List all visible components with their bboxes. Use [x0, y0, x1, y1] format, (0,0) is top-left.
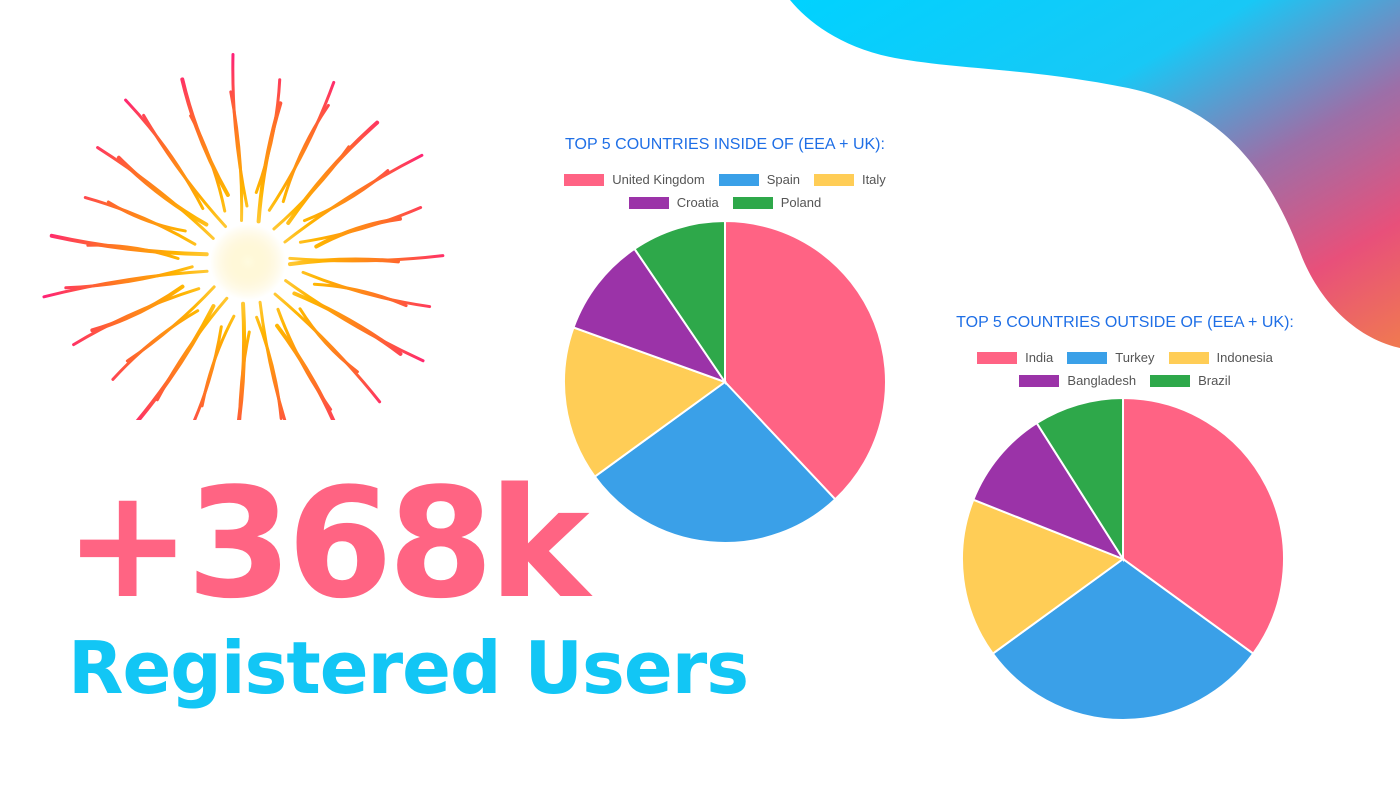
firework-ray	[49, 233, 209, 257]
legend-label: Spain	[766, 172, 800, 187]
firework-ray	[64, 265, 194, 290]
legend-item[interactable]: Spain	[718, 172, 800, 187]
legend-swatch	[1168, 351, 1209, 364]
legend-row-1: India Turkey Indonesia	[880, 350, 1370, 365]
firework-ray	[258, 300, 287, 420]
legend-label: Bangladesh	[1067, 373, 1137, 388]
pie-slice-brazil[interactable]	[1035, 396, 1124, 563]
pie-slice-spain[interactable]	[593, 380, 837, 544]
firework-ray	[72, 287, 201, 347]
pie-chart	[563, 219, 887, 544]
firework-ray	[254, 78, 282, 194]
firework-ray	[83, 196, 197, 246]
firework-icon	[42, 53, 445, 420]
legend-label: Indonesia	[1216, 350, 1273, 365]
registered-users-count: +368k	[64, 455, 590, 632]
pie-slice-italy[interactable]	[563, 326, 728, 479]
pie-slice-croatia[interactable]	[572, 247, 728, 384]
firework-ray	[180, 77, 230, 197]
legend-label: Turkey	[1115, 350, 1155, 365]
firework-ray	[302, 169, 390, 223]
firework-ray	[312, 282, 408, 308]
legend-item[interactable]: Indonesia	[1168, 350, 1273, 365]
legend-swatch	[564, 173, 605, 186]
pie-slice-poland[interactable]	[633, 219, 726, 386]
firework-ray	[314, 216, 402, 249]
firework-ray	[192, 325, 223, 420]
legend-swatch	[1019, 374, 1060, 387]
legend-label: Croatia	[676, 195, 719, 210]
registered-users-label: Registered Users	[68, 626, 749, 710]
firework-ray	[267, 80, 336, 212]
legend-swatch	[813, 173, 854, 186]
legend-label: Italy	[861, 172, 886, 187]
firework-core	[210, 224, 286, 300]
pie-slice-india[interactable]	[1122, 396, 1285, 656]
firework-ray	[142, 113, 228, 229]
firework-ray	[200, 314, 236, 408]
legend-item[interactable]: Brazil	[1150, 373, 1231, 388]
legend-label: Poland	[780, 195, 822, 210]
firework-ray	[281, 103, 330, 204]
legend-label: Brazil	[1198, 373, 1231, 388]
firework-ray	[90, 284, 185, 333]
legend-item[interactable]: Italy	[813, 172, 886, 187]
chart-title: TOP 5 COUNTRIES OUTSIDE OF (EEA + UK):	[956, 314, 1294, 331]
chart-title: TOP 5 COUNTRIES INSIDE OF (EEA + UK):	[565, 136, 885, 153]
firework-ray	[42, 269, 209, 299]
pie-slice-united-kingdom[interactable]	[724, 219, 887, 501]
legend-item[interactable]: Bangladesh	[1019, 373, 1136, 388]
legend-swatch	[628, 196, 669, 209]
legend-label: United Kingdom	[612, 172, 705, 187]
firework-ray	[111, 309, 200, 381]
chart-inside-eea-uk: TOP 5 COUNTRIES INSIDE OF (EEA + UK): Un…	[480, 130, 970, 550]
firework-ray	[106, 200, 187, 233]
firework-ray	[301, 270, 432, 309]
firework-ray	[275, 323, 336, 420]
legend-row-1: United Kingdom Spain Italy	[480, 172, 970, 187]
legend-item[interactable]: United Kingdom	[564, 172, 705, 187]
legend-row-2: Bangladesh Brazil	[880, 373, 1370, 388]
legend-row-2: Croatia Poland	[480, 195, 970, 210]
firework-ray	[286, 120, 380, 226]
pie-slice-turkey[interactable]	[991, 557, 1255, 721]
firework-ray	[292, 291, 403, 356]
pie-slice-bangladesh[interactable]	[972, 421, 1126, 562]
firework-ray	[236, 301, 247, 420]
legend-item[interactable]: Turkey	[1067, 350, 1155, 365]
firework-ray	[231, 53, 249, 208]
legend-swatch	[732, 196, 773, 209]
legend-label: India	[1025, 350, 1054, 365]
legend-item[interactable]: Croatia	[628, 195, 719, 210]
legend-swatch	[1150, 374, 1191, 387]
pie-slice-indonesia[interactable]	[961, 498, 1126, 656]
firework-ray	[125, 285, 216, 363]
firework-ray	[298, 206, 423, 244]
firework-ray	[256, 101, 283, 224]
firework-ray	[273, 292, 382, 404]
firework-ray	[283, 153, 424, 244]
firework-ray	[116, 155, 209, 227]
firework-ray	[288, 254, 445, 263]
pie-chart	[961, 396, 1285, 721]
legend-swatch	[977, 351, 1018, 364]
firework-ray	[255, 315, 283, 420]
legend-item[interactable]: Poland	[732, 195, 822, 210]
firework-ray	[135, 304, 216, 420]
legend-item[interactable]: India	[977, 350, 1053, 365]
legend-swatch	[1067, 351, 1108, 364]
legend-swatch	[718, 173, 759, 186]
chart-outside-eea-uk: TOP 5 COUNTRIES OUTSIDE OF (EEA + UK): I…	[880, 308, 1370, 728]
firework-ray	[229, 90, 244, 223]
